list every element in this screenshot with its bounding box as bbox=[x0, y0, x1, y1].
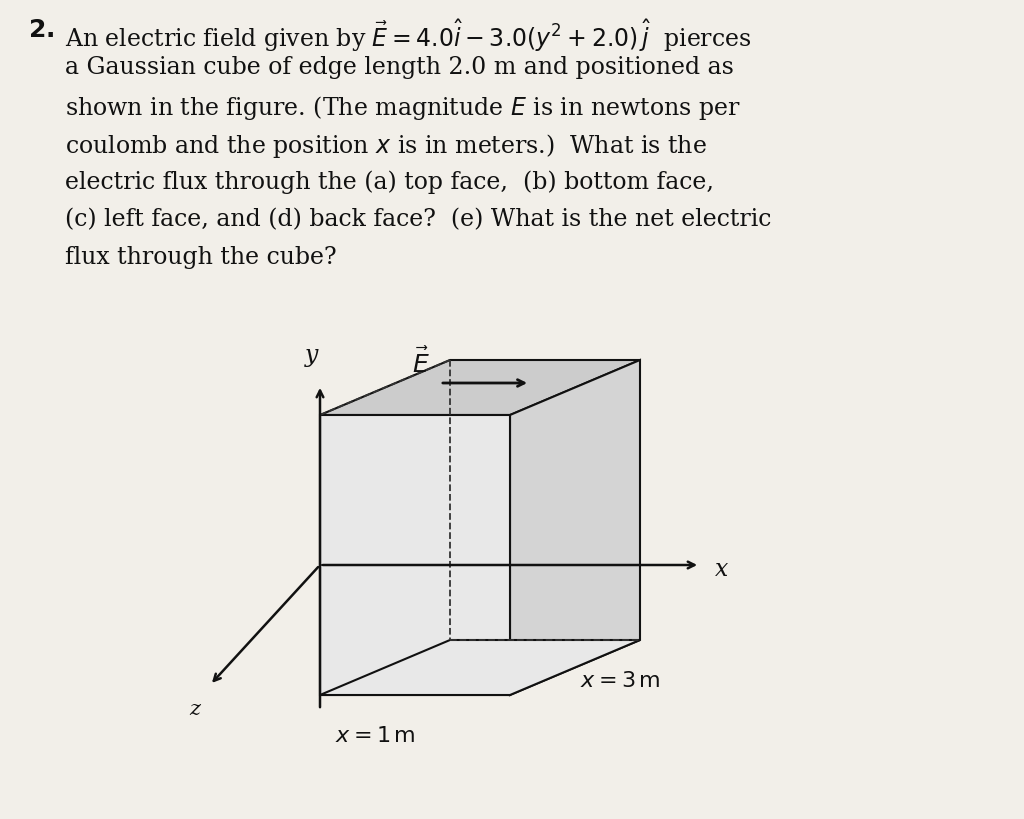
Text: electric flux through the (a) top face,  (b) bottom face,: electric flux through the (a) top face, … bbox=[65, 170, 714, 193]
Text: coulomb and the position $x$ is in meters.)  What is the: coulomb and the position $x$ is in meter… bbox=[65, 132, 707, 160]
Polygon shape bbox=[510, 360, 640, 695]
Text: $\mathbf{2.}$: $\mathbf{2.}$ bbox=[28, 18, 54, 42]
Text: a Gaussian cube of edge length 2.0 m and positioned as: a Gaussian cube of edge length 2.0 m and… bbox=[65, 56, 734, 79]
Text: y: y bbox=[305, 344, 318, 367]
Text: $\vec{E}$: $\vec{E}$ bbox=[413, 348, 430, 378]
Polygon shape bbox=[319, 415, 510, 695]
Text: flux through the cube?: flux through the cube? bbox=[65, 246, 337, 269]
Text: shown in the figure. (The magnitude $E$ is in newtons per: shown in the figure. (The magnitude $E$ … bbox=[65, 94, 740, 122]
Text: (c) left face, and (d) back face?  (e) What is the net electric: (c) left face, and (d) back face? (e) Wh… bbox=[65, 208, 771, 231]
Text: $x = 1\,\mathrm{m}$: $x = 1\,\mathrm{m}$ bbox=[335, 725, 416, 747]
Text: $x = 3\,\mathrm{m}$: $x = 3\,\mathrm{m}$ bbox=[580, 670, 660, 692]
Text: z: z bbox=[189, 700, 201, 719]
Text: An electric field given by $\vec{E} = 4.0\hat{i} - 3.0(y^2 + 2.0)\,\hat{j}$  pie: An electric field given by $\vec{E} = 4.… bbox=[65, 18, 752, 54]
Text: x: x bbox=[715, 559, 728, 581]
Polygon shape bbox=[319, 640, 640, 695]
Polygon shape bbox=[319, 360, 640, 415]
